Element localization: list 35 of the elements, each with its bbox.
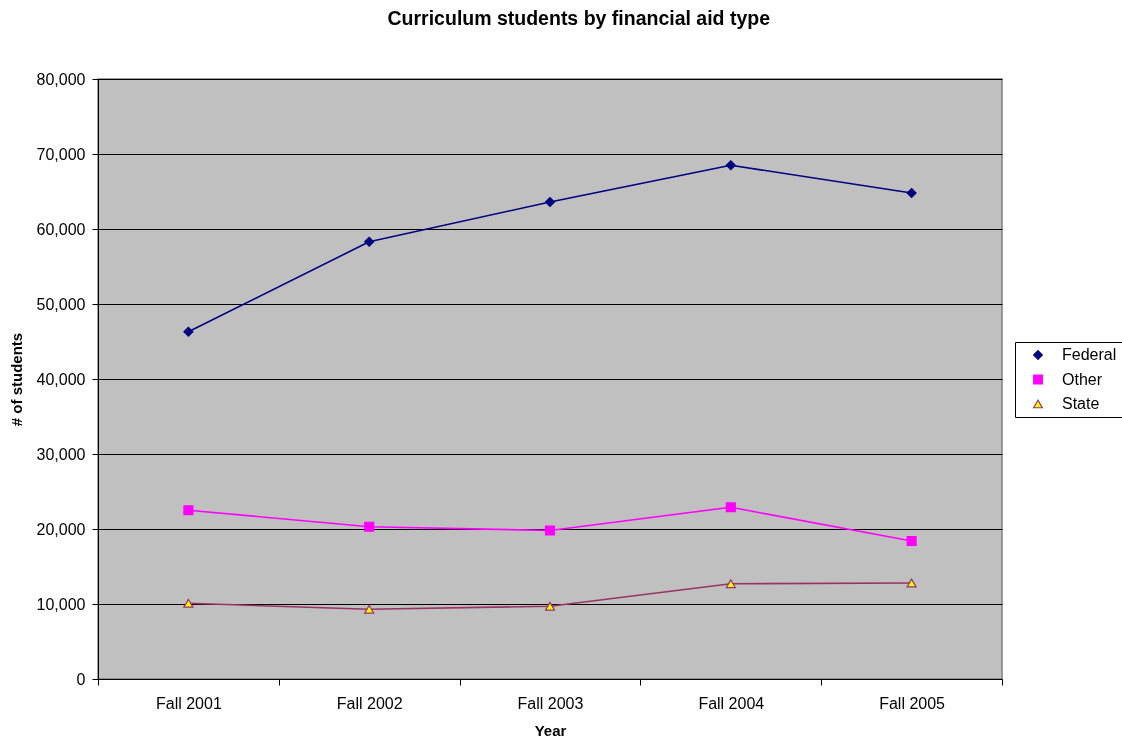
x-axis-title: Year <box>534 721 567 739</box>
point <box>544 196 556 208</box>
point <box>183 326 194 337</box>
point <box>725 579 736 589</box>
point <box>183 505 194 516</box>
y-tick-label: 40,000 <box>36 370 86 388</box>
y-tick-label: 20,000 <box>36 520 86 538</box>
y-tick-label: 10,000 <box>36 595 86 613</box>
point <box>544 525 556 536</box>
point <box>725 160 736 171</box>
point <box>906 187 917 199</box>
x-tick-label: Fall 2003 <box>517 694 584 712</box>
point <box>183 598 194 608</box>
point <box>364 521 375 532</box>
y-axis-title: # of students <box>7 332 25 427</box>
y-tick-label: 70,000 <box>36 145 86 163</box>
point <box>906 578 917 588</box>
point <box>544 601 556 611</box>
y-tick-label: 60,000 <box>36 220 86 238</box>
legend-label: State <box>1062 395 1100 412</box>
x-tick-label: Fall 2001 <box>155 694 222 712</box>
point <box>906 535 917 547</box>
y-tick-label: 0 <box>76 670 86 688</box>
legend-label: Other <box>1062 370 1103 388</box>
x-tick-label: Fall 2004 <box>698 694 765 712</box>
y-tick-label: 30,000 <box>36 445 86 463</box>
x-tick-label: Fall 2002 <box>336 694 403 712</box>
point <box>364 236 375 247</box>
x-tick-label: Fall 2005 <box>879 694 946 712</box>
point <box>364 604 375 614</box>
y-tick-label: 50,000 <box>36 295 86 313</box>
point <box>725 502 736 513</box>
chart-title: Curriculum students by financial aid type <box>387 6 771 29</box>
legend-label: Federal <box>1062 346 1117 363</box>
y-tick-label: 80,000 <box>36 70 86 88</box>
